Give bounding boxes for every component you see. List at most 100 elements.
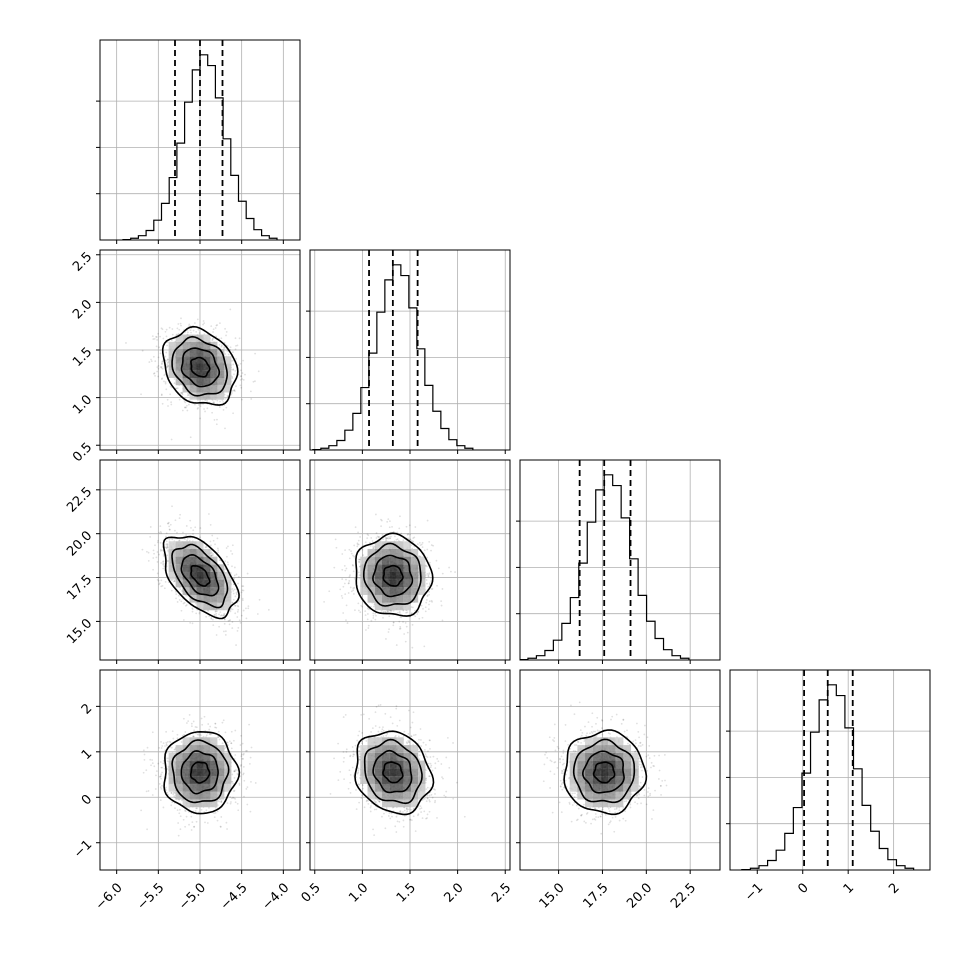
scatter-point bbox=[388, 537, 391, 540]
scatter-point bbox=[168, 538, 171, 541]
scatter-point bbox=[235, 385, 237, 388]
scatter-point bbox=[220, 614, 223, 617]
panel-frame bbox=[519, 459, 721, 661]
panel-2-1 bbox=[306, 459, 511, 664]
scatter-point bbox=[156, 339, 159, 341]
scatter-point bbox=[142, 771, 145, 774]
scatter-point bbox=[198, 612, 201, 615]
scatter-point bbox=[386, 610, 389, 613]
scatter-point bbox=[231, 565, 233, 568]
scatter-point bbox=[249, 810, 252, 813]
panel-content bbox=[100, 250, 300, 450]
scatter-point bbox=[409, 533, 412, 536]
scatter-point bbox=[235, 344, 237, 347]
scatter-point bbox=[367, 627, 370, 629]
scatter-point bbox=[162, 742, 165, 745]
scatter-point bbox=[195, 726, 198, 729]
scatter-point bbox=[223, 622, 226, 625]
scatter-point bbox=[215, 335, 218, 338]
density-cell bbox=[175, 370, 183, 378]
scatter-point bbox=[407, 533, 410, 536]
scatter-point bbox=[344, 593, 347, 596]
scatter-point bbox=[219, 614, 222, 617]
scatter-point bbox=[166, 545, 169, 547]
scatter-point bbox=[179, 808, 181, 811]
scatter-point bbox=[385, 537, 388, 540]
scatter-point bbox=[158, 583, 161, 586]
scatter-point bbox=[225, 406, 228, 409]
scatter-point bbox=[180, 609, 183, 612]
scatter-point bbox=[174, 529, 176, 532]
scatter-point bbox=[412, 540, 415, 543]
scatter-point bbox=[164, 330, 167, 333]
scatter-point bbox=[384, 538, 387, 540]
density-cell bbox=[410, 571, 419, 580]
density-cell bbox=[396, 587, 404, 595]
scatter-point bbox=[213, 613, 216, 616]
scatter-point bbox=[161, 402, 164, 405]
scatter-point bbox=[222, 630, 225, 633]
scatter-point bbox=[184, 825, 186, 828]
scatter-point bbox=[420, 604, 423, 607]
scatter-point bbox=[240, 753, 243, 756]
scatter-point bbox=[413, 536, 416, 539]
scatter-point bbox=[403, 633, 406, 635]
scatter-point bbox=[185, 406, 188, 409]
scatter-point bbox=[246, 572, 249, 575]
scatter-point bbox=[244, 373, 246, 376]
scatter-point bbox=[211, 338, 214, 341]
scatter-point bbox=[364, 541, 367, 544]
scatter-point bbox=[226, 394, 229, 397]
scatter-point bbox=[175, 597, 177, 600]
density-cell bbox=[374, 579, 382, 588]
density-cell bbox=[189, 370, 197, 378]
scatter-point bbox=[186, 539, 188, 542]
scatter-point bbox=[167, 522, 170, 525]
density-cell bbox=[203, 349, 211, 357]
scatter-point bbox=[357, 539, 360, 542]
scatter-point bbox=[166, 546, 169, 548]
scatter-point bbox=[427, 574, 430, 577]
density-cell bbox=[210, 587, 218, 595]
contour-level-0 bbox=[382, 564, 404, 587]
scatter-point bbox=[232, 363, 235, 366]
scatter-point bbox=[241, 589, 244, 592]
scatter-point bbox=[169, 393, 172, 396]
scatter-point bbox=[357, 531, 359, 534]
scatter-point bbox=[242, 773, 245, 776]
scatter-point bbox=[429, 583, 431, 586]
scatter-point bbox=[388, 536, 390, 538]
density-cell bbox=[203, 385, 211, 393]
scatter-point bbox=[167, 546, 170, 549]
scatter-point bbox=[162, 554, 165, 557]
density-cell bbox=[403, 594, 411, 603]
scatter-point bbox=[410, 539, 413, 542]
density-cell bbox=[418, 579, 426, 588]
scatter-point bbox=[361, 605, 364, 608]
scatter-point bbox=[191, 607, 194, 610]
scatter-point bbox=[166, 554, 169, 557]
scatter-point bbox=[147, 559, 150, 562]
scatter-point bbox=[141, 548, 144, 551]
density-cell bbox=[196, 378, 204, 386]
scatter-point bbox=[428, 590, 431, 593]
scatter-point bbox=[254, 352, 257, 355]
scatter-point bbox=[385, 537, 388, 540]
density-cell bbox=[410, 556, 419, 565]
scatter-point bbox=[176, 601, 179, 603]
panel-frame bbox=[309, 249, 511, 451]
scatter-point bbox=[203, 715, 206, 718]
density-cell bbox=[189, 349, 197, 357]
scatter-point bbox=[237, 626, 240, 629]
scatter-point bbox=[232, 368, 235, 371]
scatter-point bbox=[186, 394, 189, 397]
scatter-point bbox=[204, 546, 207, 549]
scatter-point bbox=[212, 554, 214, 557]
scatter-point bbox=[147, 551, 150, 554]
scatter-point bbox=[369, 544, 372, 547]
density-cell bbox=[389, 579, 397, 588]
scatter-point bbox=[416, 543, 419, 546]
scatter-point bbox=[426, 519, 429, 522]
scatter-point bbox=[227, 563, 230, 566]
density-cell bbox=[382, 594, 390, 603]
